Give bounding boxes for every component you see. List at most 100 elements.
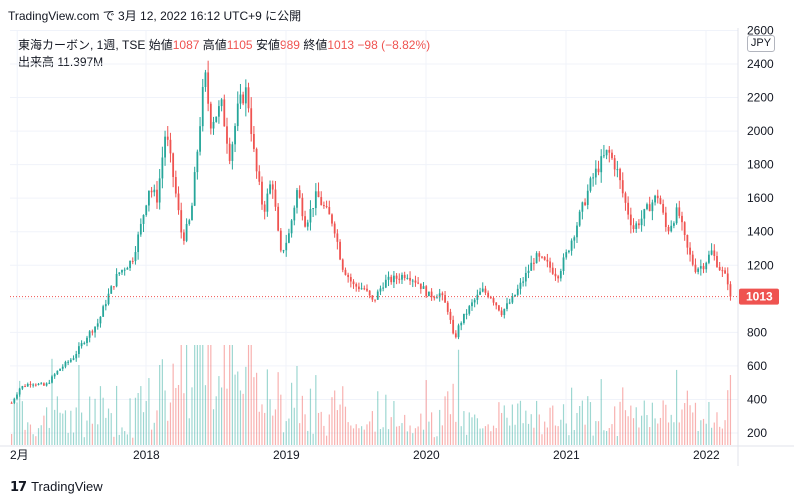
volume-bar bbox=[689, 405, 691, 445]
volume-bar bbox=[148, 378, 150, 445]
volume-bar bbox=[296, 366, 298, 445]
volume-bar bbox=[711, 427, 713, 445]
candle-body bbox=[53, 374, 56, 377]
volume-bar bbox=[616, 436, 618, 445]
volume-bar bbox=[511, 404, 513, 445]
volume-legend: 出来高 11.397M bbox=[18, 53, 103, 70]
candle-body bbox=[624, 193, 627, 203]
candle-body bbox=[481, 288, 484, 292]
volume-bar bbox=[285, 421, 287, 445]
volume-bar bbox=[188, 418, 190, 445]
candle-body bbox=[110, 286, 113, 294]
candle-body bbox=[363, 288, 366, 290]
volume-bar bbox=[649, 427, 651, 445]
candle-body bbox=[371, 295, 374, 300]
candle-body bbox=[148, 190, 150, 206]
volume-bar bbox=[70, 410, 72, 445]
volume-bar bbox=[72, 432, 75, 445]
volume-bar bbox=[40, 425, 42, 445]
candle-body bbox=[236, 103, 239, 127]
candle-body bbox=[61, 366, 64, 369]
candle-body bbox=[646, 204, 648, 210]
volume-bar bbox=[221, 387, 223, 445]
volume-bar bbox=[398, 425, 400, 445]
volume-bar bbox=[145, 401, 147, 445]
candle-body bbox=[403, 274, 406, 278]
volume-bar bbox=[463, 411, 465, 445]
volume-bar bbox=[474, 414, 476, 445]
candle-body bbox=[325, 206, 328, 208]
volume-bar bbox=[342, 386, 344, 445]
volume-bar bbox=[522, 423, 524, 445]
y-tick-label: 1800 bbox=[747, 158, 774, 172]
volume-bar bbox=[379, 429, 382, 445]
volume-label: 出来高 bbox=[18, 55, 55, 69]
candles bbox=[10, 60, 732, 405]
y-tick-label: 200 bbox=[747, 426, 767, 440]
candle-body bbox=[576, 225, 578, 238]
candle-body bbox=[226, 126, 228, 144]
candle-body bbox=[45, 383, 48, 386]
candle-body bbox=[541, 256, 543, 258]
volume-bar bbox=[406, 431, 408, 445]
volume-bar bbox=[16, 402, 18, 445]
volume-bar bbox=[527, 423, 530, 445]
candle-body bbox=[285, 242, 288, 251]
volume-bar bbox=[700, 420, 702, 445]
volume-bar bbox=[323, 425, 325, 445]
candle-body bbox=[290, 220, 293, 234]
volume-bar bbox=[116, 385, 118, 445]
candle-body bbox=[654, 195, 656, 203]
volume-bar bbox=[584, 424, 586, 445]
candle-body bbox=[201, 86, 204, 127]
candle-body bbox=[282, 250, 285, 252]
volume-bar bbox=[358, 428, 360, 445]
candle-body bbox=[411, 280, 414, 282]
candle-body bbox=[266, 193, 269, 212]
candle-body bbox=[274, 189, 277, 207]
volume-bar bbox=[239, 390, 242, 445]
volume-bar bbox=[62, 413, 64, 445]
candle-body bbox=[398, 278, 401, 280]
candle-body bbox=[492, 298, 495, 303]
tradingview-logo[interactable]: 𝟭𝟳 TradingView bbox=[10, 479, 103, 495]
symbol-label[interactable]: 東海カーボン, 1週, TSE bbox=[18, 38, 146, 52]
volume-bar bbox=[482, 428, 484, 445]
candle-body bbox=[218, 106, 220, 117]
candle-body bbox=[145, 205, 148, 216]
candle-body bbox=[581, 202, 584, 212]
volume-bar bbox=[414, 428, 417, 445]
volume-bar bbox=[245, 366, 247, 445]
x-tick-label: 2022 bbox=[693, 448, 720, 462]
volume-bar bbox=[492, 425, 495, 445]
ohlc-legend: 東海カーボン, 1週, TSE 始値1087 高値1105 安値989 終値10… bbox=[18, 36, 430, 53]
volume-bar bbox=[651, 402, 653, 445]
candle-body bbox=[495, 302, 498, 306]
candle-body bbox=[643, 209, 646, 219]
volume-bar bbox=[546, 427, 548, 445]
volume-bar bbox=[107, 408, 110, 445]
candle-body bbox=[339, 241, 341, 260]
high-label: 高値 bbox=[202, 38, 227, 52]
volume-bar bbox=[56, 396, 58, 445]
volume-bar bbox=[328, 414, 330, 445]
volume-bar bbox=[24, 429, 26, 445]
currency-button[interactable]: JPY bbox=[747, 35, 775, 52]
volume-bar bbox=[54, 409, 56, 445]
candle-body bbox=[568, 250, 570, 253]
candle-body bbox=[428, 291, 430, 297]
candle-body bbox=[64, 361, 67, 367]
candle-body bbox=[702, 266, 705, 270]
volume-bar bbox=[455, 421, 457, 445]
candle-body bbox=[129, 260, 131, 268]
candle-body bbox=[137, 234, 140, 253]
volume-bar bbox=[702, 418, 705, 445]
candle-body bbox=[293, 207, 296, 221]
candle-body bbox=[726, 273, 729, 285]
volume-bar bbox=[352, 428, 355, 445]
candle-body bbox=[314, 191, 317, 209]
volume-bar bbox=[587, 396, 589, 445]
candle-body bbox=[242, 94, 245, 104]
volume-bar bbox=[113, 436, 115, 445]
